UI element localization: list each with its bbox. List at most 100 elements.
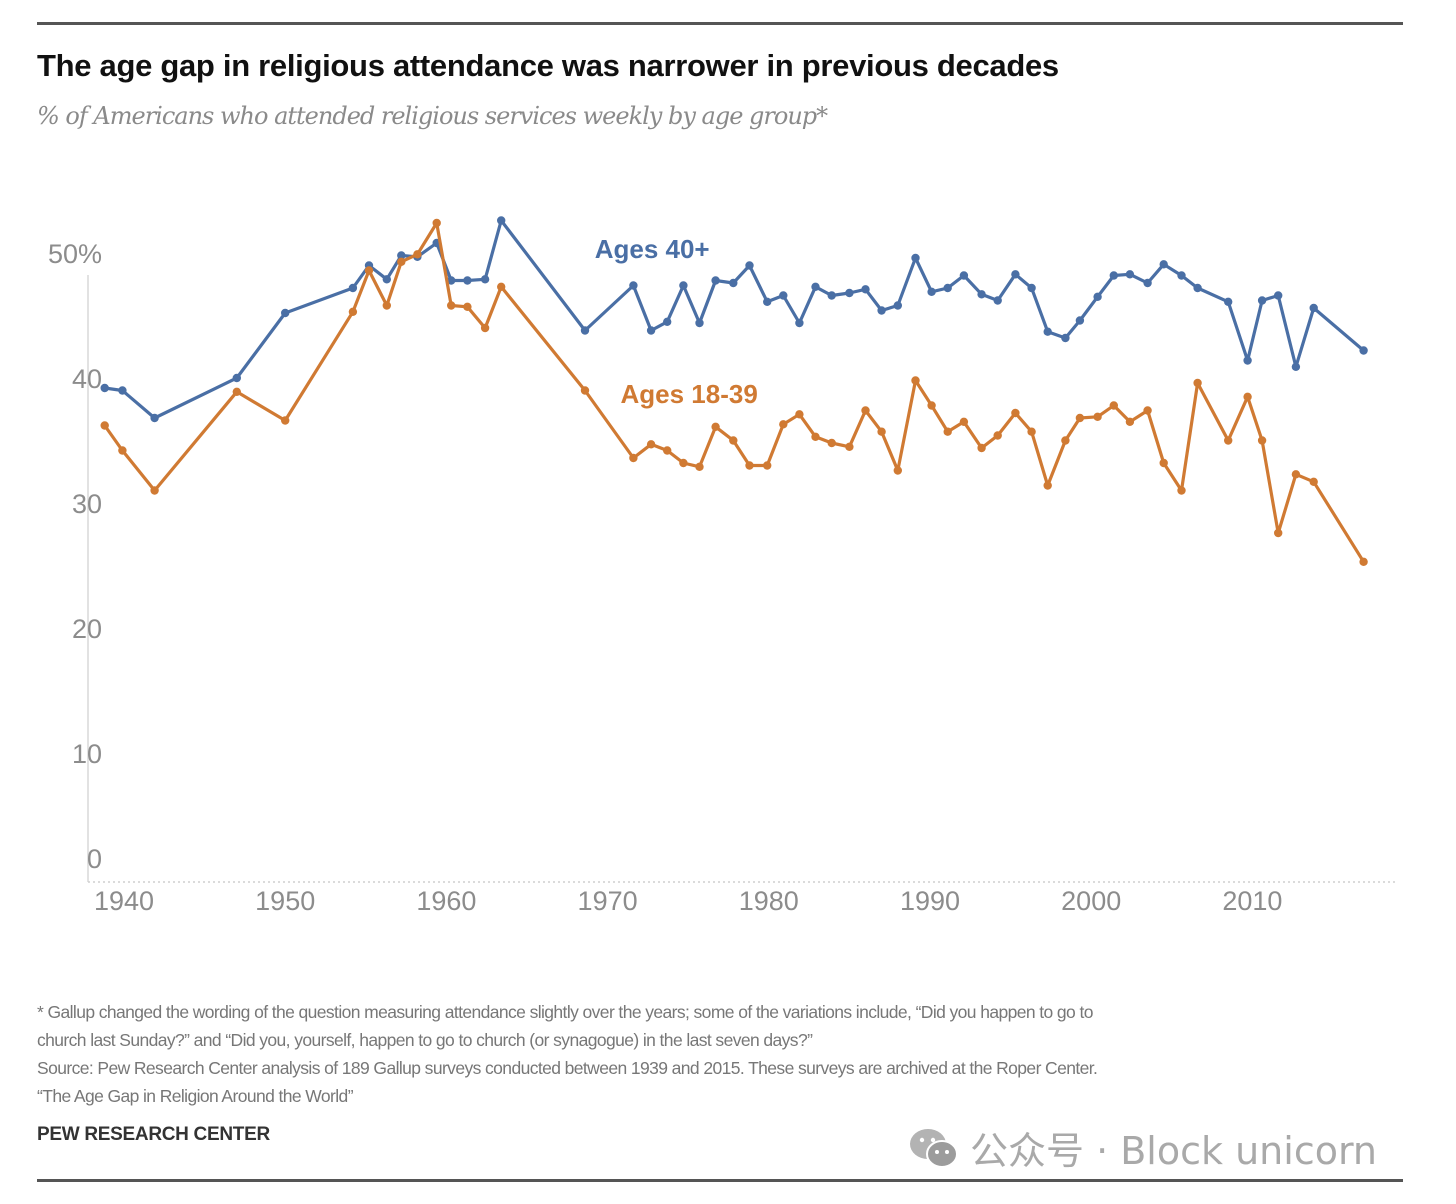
data-point-ages-40[interactable]	[382, 275, 391, 284]
data-point-ages-40[interactable]	[646, 326, 656, 335]
data-point-ages-18-39[interactable]	[977, 443, 986, 453]
data-point-ages-18-39[interactable]	[150, 486, 159, 495]
data-point-ages-18-39[interactable]	[1125, 417, 1135, 426]
data-point-ages-18-39[interactable]	[413, 250, 422, 259]
data-point-ages-18-39[interactable]	[463, 302, 472, 311]
data-point-ages-18-39[interactable]	[943, 427, 952, 436]
data-point-ages-18-39[interactable]	[959, 417, 969, 426]
data-point-ages-18-39[interactable]	[1143, 406, 1152, 415]
data-point-ages-18-39[interactable]	[646, 440, 656, 449]
data-point-ages-40[interactable]	[580, 326, 590, 335]
data-point-ages-40[interactable]	[763, 297, 772, 306]
data-point-ages-18-39[interactable]	[1061, 436, 1070, 445]
data-point-ages-40[interactable]	[877, 306, 886, 315]
data-point-ages-18-39[interactable]	[1224, 436, 1233, 445]
data-point-ages-18-39[interactable]	[1043, 481, 1052, 490]
data-point-ages-18-39[interactable]	[364, 266, 374, 275]
data-point-ages-18-39[interactable]	[745, 461, 754, 470]
data-point-ages-18-39[interactable]	[779, 420, 788, 429]
data-point-ages-40[interactable]	[497, 216, 506, 225]
data-point-ages-40[interactable]	[1109, 271, 1119, 280]
data-point-ages-40[interactable]	[1274, 291, 1283, 300]
data-point-ages-40[interactable]	[629, 281, 638, 290]
data-point-ages-18-39[interactable]	[1243, 392, 1252, 401]
data-point-ages-40[interactable]	[1043, 327, 1052, 336]
data-point-ages-18-39[interactable]	[1309, 477, 1318, 486]
data-point-ages-18-39[interactable]	[845, 442, 854, 451]
data-point-ages-40[interactable]	[1061, 333, 1070, 343]
data-point-ages-18-39[interactable]	[861, 406, 870, 415]
data-point-ages-40[interactable]	[1224, 297, 1233, 306]
data-point-ages-18-39[interactable]	[1291, 470, 1301, 479]
data-point-ages-18-39[interactable]	[629, 453, 638, 463]
data-point-ages-18-39[interactable]	[1274, 528, 1283, 538]
data-point-ages-40[interactable]	[463, 276, 472, 285]
data-point-ages-18-39[interactable]	[811, 432, 820, 441]
data-point-ages-40[interactable]	[695, 318, 704, 328]
data-point-ages-18-39[interactable]	[927, 401, 936, 410]
data-point-ages-40[interactable]	[959, 271, 969, 280]
data-point-ages-18-39[interactable]	[695, 462, 704, 471]
data-point-ages-18-39[interactable]	[663, 446, 672, 455]
data-point-ages-40[interactable]	[893, 301, 902, 310]
data-point-ages-18-39[interactable]	[679, 458, 688, 468]
data-point-ages-40[interactable]	[745, 261, 754, 270]
data-point-ages-18-39[interactable]	[118, 446, 127, 455]
data-point-ages-40[interactable]	[1309, 303, 1318, 313]
data-point-ages-40[interactable]	[1243, 356, 1252, 365]
data-point-ages-18-39[interactable]	[877, 427, 886, 436]
data-point-ages-18-39[interactable]	[993, 431, 1002, 440]
data-point-ages-40[interactable]	[1093, 292, 1102, 301]
data-point-ages-18-39[interactable]	[1027, 427, 1036, 436]
data-point-ages-18-39[interactable]	[1011, 408, 1020, 418]
data-point-ages-40[interactable]	[845, 288, 854, 298]
data-point-ages-18-39[interactable]	[348, 307, 358, 316]
data-point-ages-40[interactable]	[927, 287, 936, 296]
data-point-ages-40[interactable]	[1257, 296, 1267, 305]
data-point-ages-40[interactable]	[795, 318, 804, 328]
data-point-ages-18-39[interactable]	[1093, 412, 1102, 421]
data-point-ages-40[interactable]	[118, 386, 127, 395]
data-point-ages-40[interactable]	[1291, 362, 1301, 371]
data-point-ages-18-39[interactable]	[397, 257, 406, 266]
data-point-ages-18-39[interactable]	[911, 376, 920, 385]
data-point-ages-18-39[interactable]	[711, 422, 720, 431]
data-point-ages-18-39[interactable]	[580, 386, 590, 395]
data-point-ages-40[interactable]	[911, 253, 920, 263]
data-point-ages-40[interactable]	[1143, 278, 1152, 288]
data-point-ages-40[interactable]	[811, 282, 820, 291]
data-point-ages-18-39[interactable]	[795, 410, 804, 419]
data-point-ages-40[interactable]	[1125, 270, 1135, 279]
data-point-ages-40[interactable]	[1027, 283, 1036, 293]
data-point-ages-40[interactable]	[827, 291, 836, 300]
data-point-ages-18-39[interactable]	[1193, 378, 1202, 388]
data-point-ages-40[interactable]	[1075, 316, 1085, 325]
data-point-ages-18-39[interactable]	[232, 387, 241, 396]
data-point-ages-40[interactable]	[150, 413, 159, 423]
data-point-ages-40[interactable]	[1159, 260, 1168, 269]
data-point-ages-40[interactable]	[1193, 283, 1202, 293]
data-point-ages-40[interactable]	[977, 290, 986, 299]
data-point-ages-18-39[interactable]	[1359, 557, 1368, 566]
data-point-ages-18-39[interactable]	[1075, 413, 1085, 423]
data-point-ages-18-39[interactable]	[763, 461, 772, 470]
data-point-ages-18-39[interactable]	[432, 218, 441, 228]
data-point-ages-18-39[interactable]	[1159, 458, 1168, 468]
data-point-ages-40[interactable]	[281, 308, 290, 318]
data-point-ages-18-39[interactable]	[480, 323, 490, 333]
data-point-ages-18-39[interactable]	[281, 416, 290, 425]
data-point-ages-40[interactable]	[1359, 346, 1368, 355]
data-point-ages-18-39[interactable]	[827, 438, 836, 448]
data-point-ages-40[interactable]	[729, 278, 738, 288]
data-point-ages-40[interactable]	[397, 251, 406, 260]
data-point-ages-40[interactable]	[1177, 271, 1186, 280]
data-point-ages-40[interactable]	[679, 281, 688, 290]
data-point-ages-40[interactable]	[348, 283, 358, 293]
data-point-ages-40[interactable]	[943, 283, 952, 293]
data-point-ages-40[interactable]	[480, 275, 490, 284]
data-point-ages-18-39[interactable]	[382, 301, 391, 310]
data-point-ages-40[interactable]	[711, 276, 720, 285]
report-link[interactable]: “The Age Gap in Religion Around the Worl…	[37, 1086, 354, 1106]
data-point-ages-40[interactable]	[861, 285, 870, 294]
data-point-ages-18-39[interactable]	[1177, 486, 1186, 495]
